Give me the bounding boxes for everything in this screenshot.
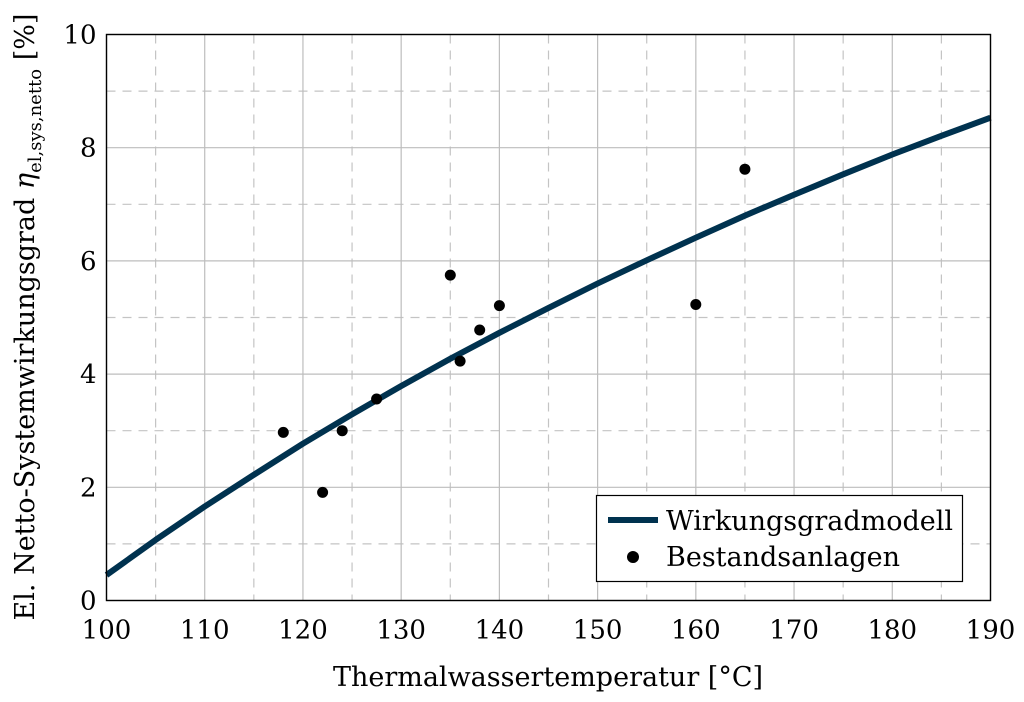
data-point <box>739 163 751 175</box>
model-curve <box>104 114 992 578</box>
y-axis-title: El. Netto-Systemwirkungsgrad ηel,sys,net… <box>10 14 46 621</box>
y-axis-title-symbol: η <box>10 173 41 189</box>
data-point <box>493 300 505 312</box>
x-tick-label: 180 <box>867 616 917 646</box>
tick-labels: 100 110 120 130 140 150 160 170 180 190 0 2 4 6 8 10 <box>63 21 1015 646</box>
data-point <box>454 355 466 367</box>
legend-label-model: Wirkungsgradmodell <box>666 506 953 537</box>
x-tick-label: 170 <box>769 616 819 646</box>
data-point <box>474 324 486 336</box>
y-axis-title-prefix: El. Netto-Systemwirkungsgrad <box>10 189 41 620</box>
x-axis-title: Thermalwassertemperatur [°C] <box>333 662 763 693</box>
y-tick-label: 2 <box>80 473 97 503</box>
data-point <box>336 425 348 437</box>
legend-label-plants: Bestandsanlagen <box>666 542 900 573</box>
y-tick-label: 8 <box>80 134 97 164</box>
data-point <box>690 299 702 310</box>
y-axis-title-suffix: [%] <box>10 14 41 69</box>
x-tick-label: 190 <box>966 616 1016 646</box>
x-tick-label: 140 <box>475 616 525 646</box>
x-tick-label: 160 <box>671 616 721 646</box>
legend-marker-swatch <box>627 551 639 563</box>
y-axis-title-subscript: el,sys,netto <box>25 69 46 173</box>
y-tick-label: 6 <box>80 247 97 277</box>
data-point <box>277 426 289 438</box>
plot-frame <box>105 33 992 602</box>
data-point <box>371 393 383 405</box>
data-point <box>317 486 329 498</box>
data-point <box>444 269 456 281</box>
y-tick-label: 4 <box>80 360 97 390</box>
x-tick-label: 130 <box>376 616 426 646</box>
y-tick-label: 0 <box>80 587 97 617</box>
legend-box <box>595 494 964 583</box>
x-tick-label: 150 <box>573 616 623 646</box>
x-tick-label: 120 <box>278 616 328 646</box>
x-tick-label: 110 <box>180 616 230 646</box>
series-lines <box>104 114 992 578</box>
x-tick-label: 100 <box>82 616 132 646</box>
y-tick-label: 10 <box>63 21 96 51</box>
legend: Wirkungsgradmodell Bestandsanlagen <box>595 494 964 583</box>
series-points <box>277 163 751 498</box>
